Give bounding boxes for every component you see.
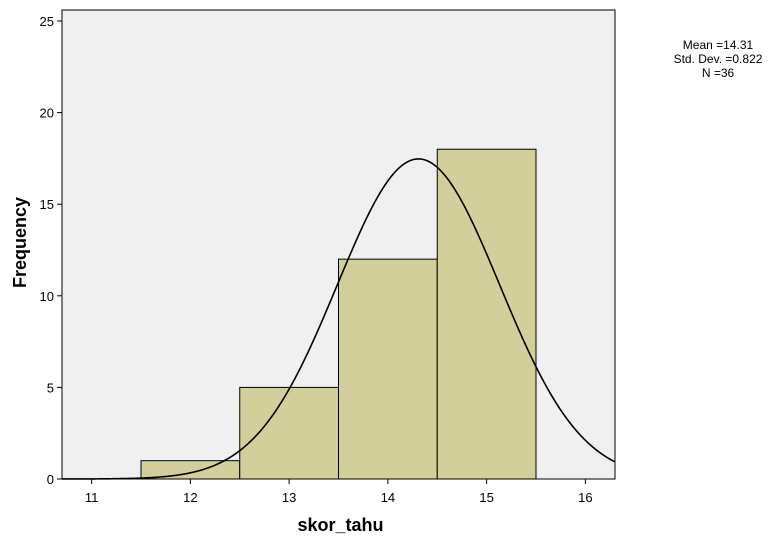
y-tick-label-0: 0 xyxy=(47,472,54,487)
x-tick-label-15: 15 xyxy=(479,490,493,505)
y-tick-label-10: 10 xyxy=(40,289,54,304)
x-tick-label-11: 11 xyxy=(85,490,99,505)
y-axis-title: Frequency xyxy=(10,197,30,288)
x-tick-label-13: 13 xyxy=(282,490,296,505)
histogram-bar-15 xyxy=(436,148,537,480)
axes-layer: 11 12 13 14 15 16 0 5 10 15 20 25 xyxy=(40,14,593,505)
normal-curve xyxy=(62,158,616,480)
stats-box: Mean =14.31 Std. Dev. =0.822 N =36 xyxy=(674,38,763,80)
x-tick-label-16: 16 xyxy=(578,490,592,505)
y-tick-label-20: 20 xyxy=(40,106,54,121)
x-tick-label-14: 14 xyxy=(381,490,395,505)
stat-mean: Mean =14.31 xyxy=(683,38,754,52)
histogram-bar-12 xyxy=(140,460,241,480)
stat-std-dev: Std. Dev. =0.822 xyxy=(674,52,763,66)
x-tick-label-12: 12 xyxy=(183,490,197,505)
stat-n: N =36 xyxy=(702,66,735,80)
y-tick-label-15: 15 xyxy=(40,197,54,212)
histogram-bar-13 xyxy=(239,386,339,480)
x-axis-title: skor_tahu xyxy=(297,515,383,535)
histogram-bar-14 xyxy=(338,258,438,480)
y-tick-label-5: 5 xyxy=(47,380,54,395)
y-tick-label-25: 25 xyxy=(40,14,54,29)
